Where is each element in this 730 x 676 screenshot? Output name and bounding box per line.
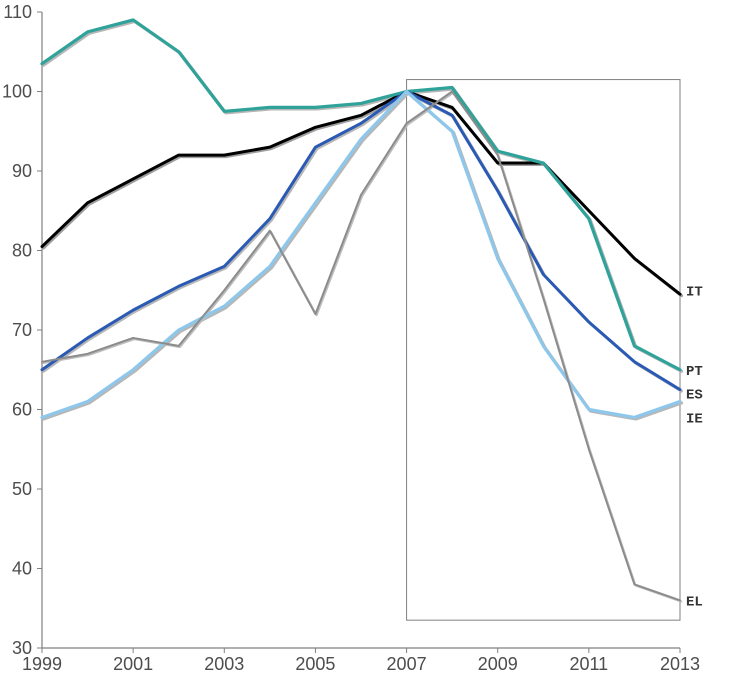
y-tick-label: 40 [12, 559, 32, 579]
series-label-es: ES [686, 388, 703, 404]
x-tick-label: 2003 [204, 654, 244, 674]
x-tick-label: 2007 [387, 654, 427, 674]
y-tick-label: 80 [12, 241, 32, 261]
x-tick-label: 2005 [295, 654, 335, 674]
x-tick-label: 2013 [660, 654, 700, 674]
x-tick-label: 2009 [478, 654, 518, 674]
y-tick-label: 90 [12, 161, 32, 181]
y-tick-label: 70 [12, 320, 32, 340]
x-tick-label: 1999 [22, 654, 62, 674]
line-chart-container: 3040506070809010011019992001200320052007… [0, 0, 730, 676]
y-tick-label: 60 [12, 400, 32, 420]
y-tick-label: 110 [3, 2, 32, 22]
series-label-el: EL [686, 594, 703, 610]
y-tick-label: 100 [2, 82, 32, 102]
x-tick-label: 2011 [569, 654, 608, 674]
line-chart: 3040506070809010011019992001200320052007… [0, 0, 730, 676]
x-tick-label: 2001 [113, 654, 153, 674]
series-label-it: IT [686, 284, 703, 300]
series-label-ie: IE [686, 411, 703, 427]
y-tick-label: 50 [12, 479, 32, 499]
series-label-pt: PT [686, 364, 703, 380]
